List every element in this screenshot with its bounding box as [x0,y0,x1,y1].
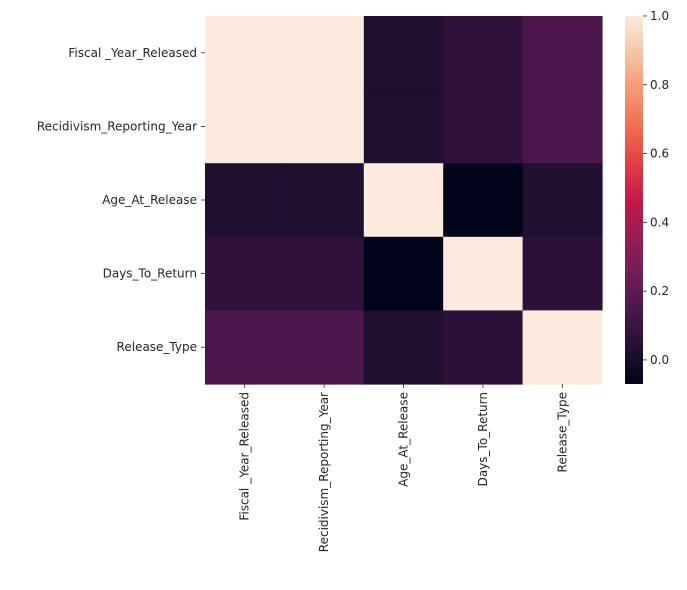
heatmap-cell [443,163,524,238]
colorbar-tick-label: 0.8 [650,78,669,92]
x-tick-label: Recidivism_Reporting_Year [317,392,331,552]
heatmap-cell [522,16,603,91]
colorbar-tick-label: 0.0 [650,353,669,367]
heatmap-cell [363,310,444,385]
heatmap-cell [363,89,444,164]
colorbar-gradient [625,16,643,384]
colorbar-tick-label: 1.0 [650,9,669,23]
heatmap-cell [363,236,444,311]
heatmap-cell [443,89,524,164]
colorbar: 0.0 0.2 0.4 0.6 0.8 1.0 [625,9,669,384]
x-tick-label: Days_To_Return [476,392,490,486]
y-tick-label: Days_To_Return [103,267,197,281]
y-tick-label: Fiscal _Year_Released [68,46,197,60]
heatmap-cell [205,89,285,164]
heatmap-cell [205,163,285,238]
heatmap-cells [205,16,603,385]
x-tick-label: Fiscal _Year_Released [238,392,252,521]
heatmap-cell [522,89,603,164]
heatmap-cell [284,16,365,91]
y-tick-label: Release_Type [117,340,197,354]
heatmap-cell [205,16,285,91]
heatmap-cell [443,236,524,311]
heatmap-cell [284,163,365,238]
colorbar-tick-label: 0.4 [650,215,669,229]
heatmap-cell [284,310,365,385]
heatmap-cell [443,16,524,91]
y-axis-tick-labels: Fiscal _Year_Released Recidivism_Reportin… [37,46,205,354]
y-tick-label: Age_At_Release [102,193,197,207]
colorbar-tick-label: 0.2 [650,284,669,298]
heatmap-cell [443,310,524,385]
x-axis-tick-labels: Fiscal _Year_Released Recidivism_Reportin… [238,384,569,552]
heatmap-cell [363,16,444,91]
heatmap-cell [205,236,285,311]
x-tick-label: Age_At_Release [397,392,411,487]
heatmap-cell [205,310,285,385]
colorbar-tick-label: 0.6 [650,147,669,161]
heatmap-cell [522,163,603,238]
heatmap-cell [522,310,603,385]
heatmap-cell [363,163,444,238]
heatmap-cell [284,89,365,164]
heatmap-cell [284,236,365,311]
x-tick-label: Release_Type [555,392,569,472]
heatmap-cell [522,236,603,311]
y-tick-label: Recidivism_Reporting_Year [37,119,197,133]
